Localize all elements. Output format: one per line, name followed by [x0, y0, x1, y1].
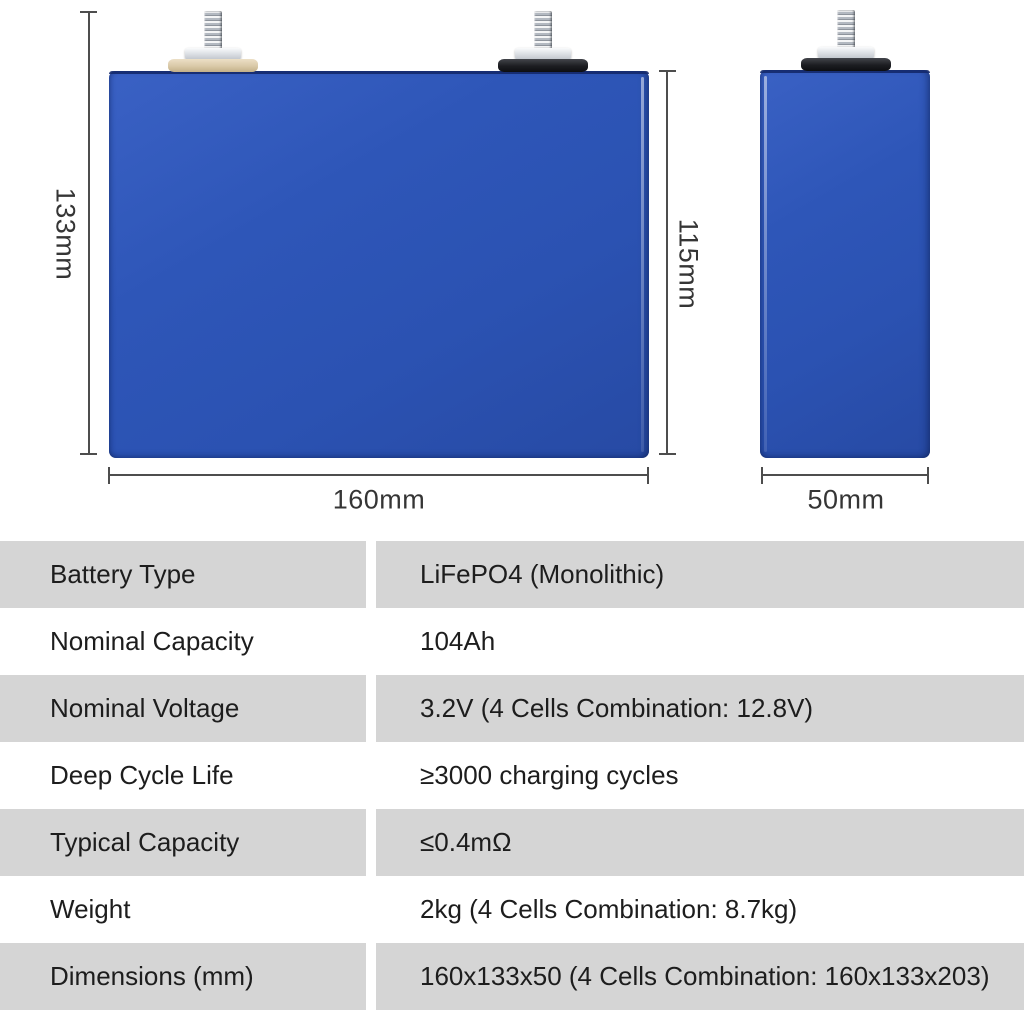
- battery-front-body: [109, 71, 649, 458]
- terminal-base-icon: [168, 59, 258, 72]
- dimension-line: [109, 474, 649, 476]
- terminal-flange-icon: [185, 48, 241, 60]
- spec-label: Battery Type: [50, 559, 196, 589]
- dimension-tick: [927, 467, 929, 484]
- spec-value: 104Ah: [420, 626, 496, 656]
- spec-label: Weight: [50, 894, 131, 924]
- dimension-tick: [80, 11, 97, 13]
- dimension-label: 160mm: [332, 484, 426, 515]
- battery-edge-highlight: [641, 77, 644, 452]
- spec-value: ≥3000 charging cycles: [420, 760, 679, 790]
- terminal-stud-icon: [534, 11, 552, 49]
- spec-value: LiFePO4 (Monolithic): [420, 559, 665, 589]
- column-divider: [366, 809, 376, 876]
- spec-value: 160x133x50 (4 Cells Combination: 160x133…: [420, 961, 990, 991]
- table-row: Deep Cycle Life ≥3000 charging cycles: [0, 742, 1024, 809]
- spec-label: Nominal Voltage: [50, 693, 240, 723]
- spec-value: 2kg (4 Cells Combination: 8.7kg): [420, 894, 798, 924]
- column-divider: [366, 876, 376, 943]
- terminal-stud-icon: [837, 10, 855, 48]
- dimension-tick: [659, 70, 676, 72]
- dimension-tick: [80, 453, 97, 455]
- dimension-tick: [108, 467, 110, 484]
- dimension-label: 133mm: [50, 187, 81, 281]
- terminal-base-icon: [801, 58, 891, 71]
- column-divider: [366, 742, 376, 809]
- table-row: Typical Capacity ≤0.4mΩ: [0, 809, 1024, 876]
- dimension-tick: [659, 453, 676, 455]
- terminal-stud-icon: [204, 11, 222, 49]
- dimension-label: 50mm: [807, 484, 885, 515]
- battery-edge-highlight: [764, 76, 767, 452]
- spec-label: Typical Capacity: [50, 827, 240, 857]
- table-row: Weight 2kg (4 Cells Combination: 8.7kg): [0, 876, 1024, 943]
- battery-side-body: [760, 70, 930, 458]
- table-row: Nominal Capacity 104Ah: [0, 608, 1024, 675]
- spec-label: Deep Cycle Life: [50, 760, 234, 790]
- column-divider: [366, 675, 376, 742]
- dimension-line: [88, 12, 90, 455]
- dimension-tick: [761, 467, 763, 484]
- dimension-line: [666, 71, 668, 455]
- table-row: Battery Type LiFePO4 (Monolithic): [0, 541, 1024, 608]
- dimension-label: 115mm: [673, 218, 704, 310]
- column-divider: [366, 541, 376, 608]
- terminal-flange-icon: [515, 48, 571, 60]
- table-row: Dimensions (mm) 160x133x50 (4 Cells Comb…: [0, 943, 1024, 1010]
- spec-label: Nominal Capacity: [50, 626, 254, 656]
- spec-label: Dimensions (mm): [50, 961, 254, 991]
- column-divider: [366, 608, 376, 675]
- terminal-base-icon: [498, 59, 588, 72]
- column-divider: [366, 943, 376, 1010]
- dimension-tick: [647, 467, 649, 484]
- spec-value: ≤0.4mΩ: [420, 827, 512, 857]
- spec-table: Battery Type LiFePO4 (Monolithic) Nomina…: [0, 541, 1024, 1010]
- terminal-flange-icon: [818, 47, 874, 59]
- table-row: Nominal Voltage 3.2V (4 Cells Combinatio…: [0, 675, 1024, 742]
- dimension-line: [762, 474, 929, 476]
- spec-value: 3.2V (4 Cells Combination: 12.8V): [420, 693, 814, 723]
